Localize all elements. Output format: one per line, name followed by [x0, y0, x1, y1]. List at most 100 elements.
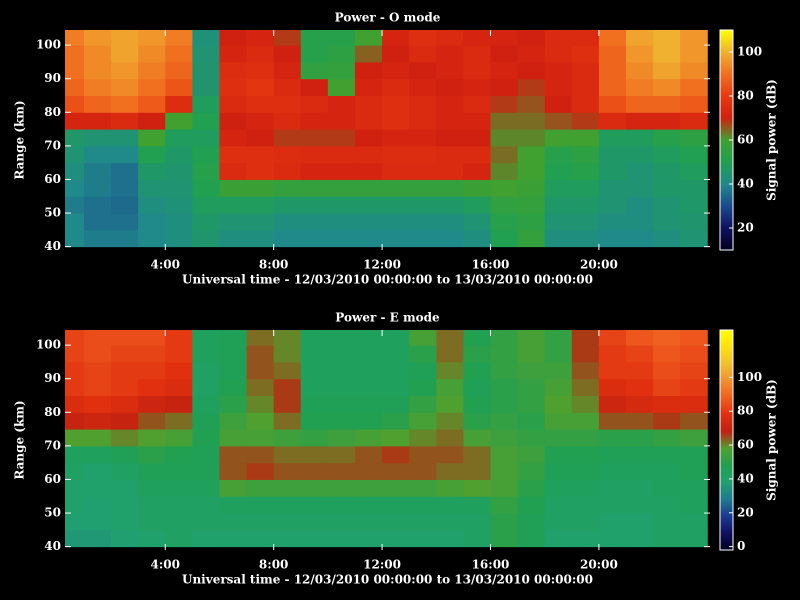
- heatmap-cell: [273, 145, 302, 164]
- heatmap-cell: [273, 412, 302, 430]
- heatmap-cell: [273, 213, 302, 231]
- heatmap-cell: [463, 30, 491, 46]
- y-tick-label: 60: [44, 172, 61, 186]
- heatmap-cell: [463, 445, 491, 464]
- heatmap-cell: [327, 78, 356, 96]
- heatmap-cell: [571, 145, 600, 164]
- heatmap-cell: [382, 361, 410, 380]
- heatmap-cell: [544, 361, 573, 380]
- heatmap-cell: [273, 129, 302, 147]
- colorbar-tick-label: 60: [737, 438, 754, 452]
- heatmap-cell: [382, 162, 410, 180]
- heatmap-cell: [138, 513, 166, 531]
- heatmap-cell: [192, 345, 220, 363]
- heatmap-cell: [436, 529, 464, 548]
- heatmap-cell: [354, 145, 383, 164]
- heatmap-cell: [246, 361, 275, 380]
- heatmap-cell: [544, 330, 573, 346]
- heatmap-cell: [382, 479, 410, 497]
- heatmap-cell: [111, 345, 139, 363]
- heatmap-cell: [436, 213, 464, 231]
- colorbar-tick-label: 20: [737, 505, 754, 519]
- heatmap-cell: [517, 179, 546, 197]
- heatmap-cell: [138, 445, 166, 464]
- heatmap-cell: [165, 112, 193, 130]
- heatmap-cell: [571, 45, 600, 63]
- heatmap-cell: [571, 61, 600, 80]
- heatmap-cell: [598, 196, 627, 214]
- heatmap-cell: [111, 479, 139, 497]
- heatmap-cell: [219, 345, 248, 363]
- heatmap-cell: [192, 395, 220, 413]
- heatmap-cell: [219, 196, 248, 214]
- heatmap-cell: [436, 129, 464, 147]
- heatmap-cell: [436, 395, 464, 413]
- heatmap-cell: [625, 445, 654, 464]
- heatmap-cell: [436, 112, 464, 130]
- heatmap-cell: [65, 529, 85, 548]
- heatmap-cell: [680, 45, 708, 63]
- heatmap-cell: [354, 496, 383, 514]
- heatmap-cell: [436, 45, 464, 63]
- heatmap-cell: [192, 213, 220, 231]
- colorbar-tick-label: 40: [737, 177, 754, 191]
- heatmap-cell: [327, 229, 356, 248]
- heatmap-cell: [436, 361, 464, 380]
- x-tick-label: 12:00: [363, 258, 401, 272]
- heatmap-cell: [83, 330, 112, 346]
- heatmap-cell: [544, 145, 573, 164]
- heatmap-cell: [680, 78, 708, 96]
- heatmap-cell: [571, 95, 600, 113]
- heatmap-cell: [517, 378, 546, 396]
- heatmap-cell: [382, 196, 410, 214]
- heatmap-cell: [65, 61, 85, 80]
- heatmap-cell: [409, 529, 437, 548]
- heatmap-cell: [598, 229, 627, 248]
- heatmap-cell: [111, 229, 139, 248]
- heatmap-cell: [436, 429, 464, 447]
- heatmap-cell: [165, 330, 193, 346]
- heatmap-cell: [138, 129, 166, 147]
- heatmap-cell: [653, 412, 681, 430]
- heatmap-cell: [111, 61, 139, 80]
- y-tick-label: 80: [44, 105, 61, 119]
- heatmap-cell: [273, 445, 302, 464]
- heatmap-cell: [490, 213, 519, 231]
- heatmap-cell: [300, 361, 329, 380]
- heatmap-cell: [246, 129, 275, 147]
- heatmap-cell: [436, 378, 464, 396]
- heatmap-cell: [65, 179, 85, 197]
- heatmap-cell: [625, 95, 654, 113]
- heatmap-cell: [598, 479, 627, 497]
- heatmap-cell: [517, 513, 546, 531]
- heatmap-cell: [544, 378, 573, 396]
- heatmap-cell: [680, 345, 708, 363]
- heatmap-cell: [409, 513, 437, 531]
- heatmap-cell: [625, 462, 654, 480]
- heatmap-cell: [327, 162, 356, 180]
- heatmap-cell: [327, 45, 356, 63]
- heatmap-cell: [327, 179, 356, 197]
- heatmap-cell: [111, 529, 139, 548]
- heatmap-cell: [490, 95, 519, 113]
- heatmap-cell: [382, 395, 410, 413]
- heatmap-cell: [490, 529, 519, 548]
- heatmap-cell: [219, 330, 248, 346]
- heatmap-cell: [165, 95, 193, 113]
- heatmap-cell: [625, 229, 654, 248]
- y-tick-label: 80: [44, 405, 61, 419]
- heatmap-cell: [273, 229, 302, 248]
- heatmap-cell: [680, 445, 708, 464]
- heatmap-cell: [625, 196, 654, 214]
- heatmap-cell: [409, 330, 437, 346]
- heatmap-cell: [165, 445, 193, 464]
- x-tick-label: 20:00: [580, 558, 618, 572]
- heatmap-cell: [490, 162, 519, 180]
- heatmap-cell: [192, 179, 220, 197]
- heatmap-cell: [382, 61, 410, 80]
- heatmap-cell: [327, 196, 356, 214]
- heatmap-cell: [111, 462, 139, 480]
- heatmap-cell: [354, 378, 383, 396]
- heatmap-cell: [544, 196, 573, 214]
- y-tick-label: 40: [44, 539, 61, 553]
